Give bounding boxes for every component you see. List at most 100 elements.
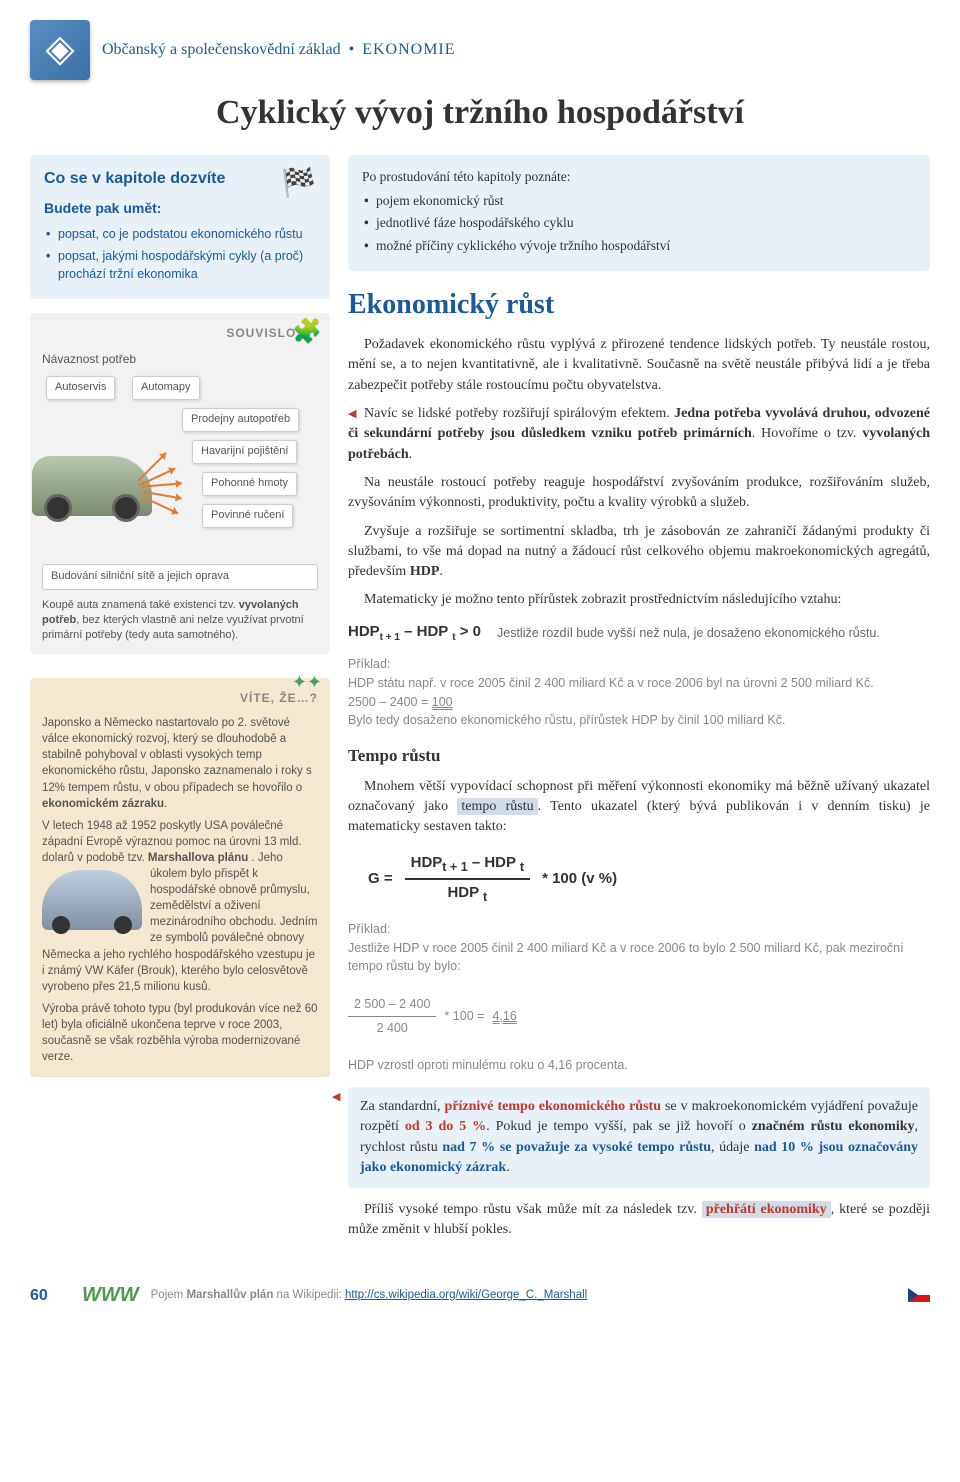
connections-label: SOUVISLOSTI <box>42 325 318 342</box>
text: Příliš vysoké tempo růstu však může mít … <box>364 1202 702 1217</box>
vite-label: VÍTE, ŽE…? <box>42 690 318 707</box>
f-text: – HDP <box>468 854 520 871</box>
text: . Pokud je tempo vyšší, pak se již hovoř… <box>486 1119 752 1134</box>
f-text: HDP <box>348 623 380 640</box>
breadcrumb-part1: Občanský a společenskovědní základ <box>102 41 341 58</box>
orange-text: od 3 do 5 % <box>405 1119 486 1134</box>
para-6: Mnohem větší vypovídací schopnost při mě… <box>348 777 930 838</box>
fraction: 2 500 – 2 400 2 400 <box>348 995 436 1038</box>
text: na Wikipedii: <box>273 1289 345 1301</box>
lead-box: Po prostudování této kapitoly poznáte: p… <box>348 155 930 270</box>
diagram-item-automapy: Automapy <box>132 376 200 400</box>
wiki-link[interactable]: http://cs.wikipedia.org/wiki/George_C._M… <box>345 1289 587 1301</box>
ex-label: Příklad: <box>348 922 390 936</box>
caption-text: Koupě auta znamená také existenci tzv. <box>42 599 239 611</box>
text: . <box>409 447 413 462</box>
denominator: HDP t <box>447 880 487 906</box>
ex-line: Jestliže HDP v roce 2005 činil 2 400 mil… <box>348 941 904 974</box>
did-you-know-box: ✦✦ VÍTE, ŽE…? Japonsko a Německo nastart… <box>30 678 330 1077</box>
blue-text: nad 7 % se považuje za vysoké tempo růst… <box>442 1140 711 1155</box>
ex-line: HDP vzrostl oproti minulému roku o 4,16 … <box>348 1058 628 1072</box>
f-sub: t <box>483 890 487 904</box>
car-diagram: Autoservis Automapy Prodejny autopotřeb … <box>42 376 318 556</box>
f-text: – HDP <box>400 623 452 640</box>
cube-icon <box>30 20 90 80</box>
formula-1-note: Jestliže rozdíl bude vyšší než nula, je … <box>497 624 930 642</box>
numerator: 2 500 – 2 400 <box>348 995 436 1017</box>
box1-sub: Budete pak umět: <box>44 198 316 218</box>
text: Navíc se lidské potřeby rozšiřují spirál… <box>364 406 674 421</box>
formula-1: HDPt + 1 – HDP t > 0 <box>348 621 481 646</box>
connections-footnote: Budování silniční sítě a jejich oprava <box>42 564 318 590</box>
vite-bold: ekonomickém zázraku <box>42 798 164 810</box>
f-text: HDP <box>447 884 483 901</box>
text: Za standardní, <box>360 1099 445 1114</box>
ex-line: Bylo tedy dosaženo ekonomického růstu, p… <box>348 713 785 727</box>
ex-fraction-row: 2 500 – 2 400 2 400 * 100 = 4,16 <box>348 995 517 1038</box>
f-text: HDP <box>411 854 443 871</box>
page-number: 60 <box>30 1284 70 1307</box>
car-icon <box>32 456 152 516</box>
text: . <box>506 1160 510 1175</box>
lead-item: možné příčiny cyklického vývoje tržního … <box>364 236 916 256</box>
f-text: * 100 (v %) <box>542 868 617 890</box>
connections-box: 🧩 SOUVISLOSTI Návaznost potřeb Autoservi… <box>30 313 330 654</box>
text: . Hovoříme o tzv. <box>752 426 863 441</box>
ex-result: 4,16 <box>492 1007 516 1026</box>
ex-line: HDP státu např. v roce 2005 činil 2 400 … <box>348 676 874 690</box>
para-7: Příliš vysoké tempo růstu však může mít … <box>348 1200 930 1241</box>
bold-text: Marshallův plán <box>186 1289 273 1301</box>
ex-result: 100 <box>432 695 453 709</box>
highlight: přehřátí ekonomiky <box>702 1201 831 1218</box>
page-footer: 60 WWW Pojem Marshallův plán na Wikipedi… <box>30 1273 930 1310</box>
vite-p2: V letech 1948 až 1952 poskytly USA povál… <box>42 818 318 995</box>
ex-text: * 100 = <box>444 1007 484 1026</box>
f-sub: t + 1 <box>442 860 467 874</box>
text: , údaje <box>711 1140 754 1155</box>
connections-subtitle: Návaznost potřeb <box>42 351 318 368</box>
beetle-icon <box>42 870 142 930</box>
what-you-learn-box: 🏁 Co se v kapitole dozvíte Budete pak um… <box>30 155 330 299</box>
example-2: Příklad: Jestliže HDP v roce 2005 činil … <box>348 920 930 1075</box>
f-text: > 0 <box>456 623 481 640</box>
diagram-item-pohonne: Pohonné hmoty <box>202 472 297 496</box>
para-5: Matematicky je možno tento přírůstek zob… <box>348 590 930 610</box>
vite-p1: Japonsko a Německo nastartovalo po 2. sv… <box>42 715 318 812</box>
f-sub: t + 1 <box>380 632 400 643</box>
connections-caption: Koupě auta znamená také existenci tzv. v… <box>42 598 318 643</box>
breadcrumb-sep: • <box>349 41 355 58</box>
cz-flag-icon <box>908 1288 930 1302</box>
box1-item: popsat, co je podstatou ekonomického růs… <box>46 225 316 243</box>
diagram-item-prodejny: Prodejny autopotřeb <box>182 408 299 432</box>
breadcrumb: Občanský a společenskovědní základ • EKO… <box>102 38 456 61</box>
subsection-title: Tempo růstu <box>348 744 930 769</box>
vite-text: . <box>164 798 167 810</box>
para-1: Požadavek ekonomického růstu vyplývá z p… <box>348 335 930 396</box>
text: . <box>439 564 443 579</box>
lead-intro: Po prostudování této kapitoly poznáte: <box>362 169 570 184</box>
diagram-item-povinne: Povinné ručení <box>202 504 293 528</box>
puzzle-icon: 🧩 <box>292 315 322 350</box>
www-icon: WWW <box>82 1281 139 1310</box>
bold-text: HDP <box>410 564 440 579</box>
diagram-item-havarijni: Havarijní pojištění <box>192 440 297 464</box>
f-text: G = <box>368 868 393 890</box>
section-title: Ekonomický růst <box>348 285 930 326</box>
orange-text: příznivé tempo ekonomického růstu <box>445 1099 661 1114</box>
stars-icon: ✦✦ <box>292 670 322 695</box>
text: Pojem <box>151 1289 187 1301</box>
f-sub: t <box>520 860 524 874</box>
para-3: Na neustále rostoucí potřeby reaguje hos… <box>348 473 930 514</box>
footer-text: Pojem Marshallův plán na Wikipedii: http… <box>151 1287 588 1304</box>
highlight: tempo růstu <box>457 798 537 815</box>
bold-text: značném růstu ekonomiky <box>752 1119 915 1134</box>
highlight-box: Za standardní, příznivé tempo ekonomické… <box>348 1087 930 1188</box>
para-2: Navíc se lidské potřeby rozšiřují spirál… <box>348 404 930 465</box>
lead-item: pojem ekonomický růst <box>364 191 916 211</box>
formula-row-1: HDPt + 1 – HDP t > 0 Jestliže rozdíl bud… <box>348 621 930 646</box>
box1-item: popsat, jakými hospodářskými cykly (a pr… <box>46 247 316 283</box>
lead-item: jednotlivé fáze hospodářského cyklu <box>364 213 916 233</box>
vite-bold: Marshallova plánu <box>148 852 248 864</box>
vite-text: Japonsko a Německo nastartovalo po 2. sv… <box>42 717 312 793</box>
flag-icon: 🏁 <box>281 163 316 204</box>
